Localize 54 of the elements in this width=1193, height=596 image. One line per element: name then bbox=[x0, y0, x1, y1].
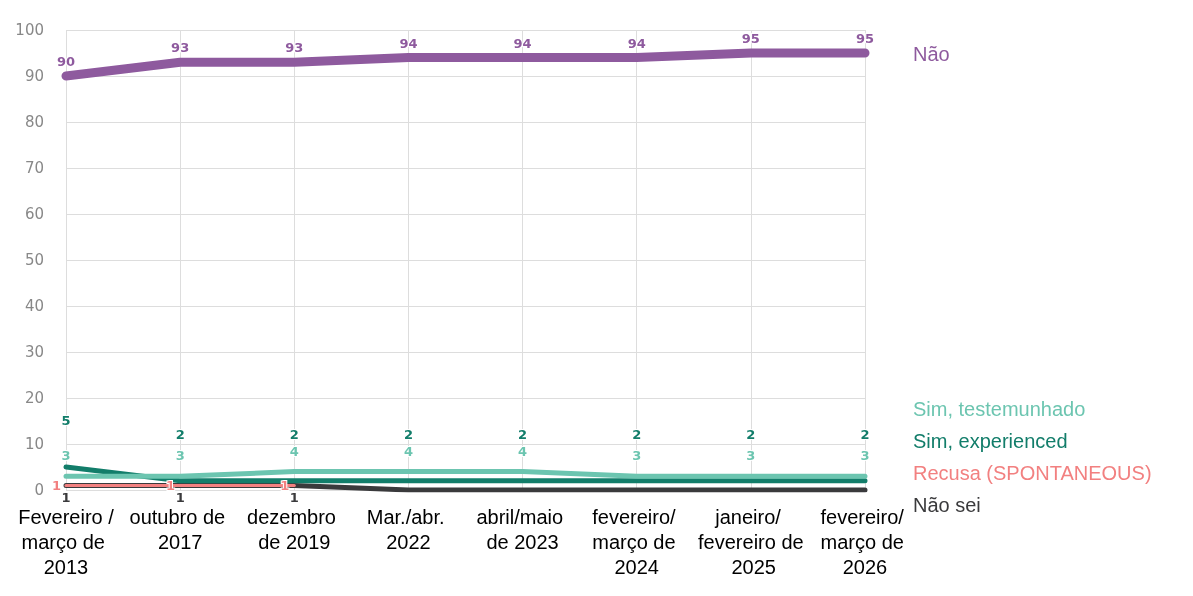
text: Recusa (SPONTANEOUS) bbox=[913, 462, 1152, 484]
data-label: 90 bbox=[56, 54, 76, 69]
data-label: 2 bbox=[518, 426, 528, 442]
data-label: 2 bbox=[632, 426, 642, 442]
y-tick-label: 50 bbox=[24, 251, 44, 269]
data-label: 1 bbox=[280, 477, 290, 493]
data-label: 3 bbox=[175, 448, 185, 464]
data-label: 5 bbox=[61, 413, 71, 428]
data-label: 95 bbox=[741, 31, 760, 46]
data-label: 3 bbox=[632, 448, 642, 464]
data-label: 1 bbox=[166, 477, 176, 493]
x-tick-label: outubro de 2017 bbox=[129, 505, 231, 553]
y-tick-label: 60 bbox=[24, 205, 44, 223]
data-label: 4 bbox=[289, 443, 299, 459]
data-label: 94 bbox=[513, 35, 532, 51]
data-label: 2 bbox=[746, 426, 756, 442]
data-label: 2 bbox=[403, 426, 413, 442]
x-tick-label: dezembro de 2019 bbox=[247, 505, 342, 553]
data-label: 3 bbox=[746, 448, 756, 464]
data-label: 1 bbox=[175, 490, 185, 506]
y-tick-label: 30 bbox=[24, 343, 44, 361]
data-label: 95 bbox=[855, 31, 875, 46]
y-tick-label: 10 bbox=[24, 435, 44, 453]
data-label: 2 bbox=[289, 426, 299, 442]
data-label: 4 bbox=[403, 443, 413, 459]
text: Sim, experienced bbox=[913, 430, 1068, 452]
x-tick-label: fevereiro/ março de 2026 bbox=[820, 505, 910, 578]
data-label: 3 bbox=[61, 448, 71, 464]
data-label: 94 bbox=[627, 35, 646, 51]
data-label: 4 bbox=[518, 443, 528, 459]
x-tick-label: Fevereiro /março de 2013 bbox=[18, 505, 115, 578]
y-tick-label: 80 bbox=[24, 113, 44, 131]
text: Não sei bbox=[913, 494, 981, 516]
data-label: 93 bbox=[171, 40, 190, 56]
data-label: 2 bbox=[175, 426, 185, 442]
x-tick-label: fevereiro/ março de 2024 bbox=[592, 505, 682, 578]
data-label: 94 bbox=[399, 35, 418, 51]
x-tick-label: janeiro/ fevereiro de 2025 bbox=[698, 505, 804, 578]
data-label: 1 bbox=[61, 490, 71, 506]
y-tick-label: 100 bbox=[15, 21, 44, 39]
data-label: 1 bbox=[51, 477, 61, 493]
x-tick-label: abril/maio de 2023 bbox=[476, 505, 569, 553]
y-tick-label: 40 bbox=[24, 297, 44, 315]
y-tick-label: 70 bbox=[24, 159, 44, 177]
data-label: 2 bbox=[860, 426, 870, 442]
text: Não bbox=[913, 43, 950, 65]
text: Sim, testemunhado bbox=[913, 398, 1086, 420]
y-tick-label: 20 bbox=[24, 389, 44, 407]
y-tick-label: 0 bbox=[34, 481, 44, 499]
data-label: 1 bbox=[289, 490, 299, 506]
y-tick-label: 90 bbox=[24, 67, 44, 85]
data-label: 3 bbox=[860, 448, 870, 464]
data-label: 93 bbox=[285, 40, 304, 56]
x-tick-label: Mar./abr. 2022 bbox=[366, 505, 451, 553]
